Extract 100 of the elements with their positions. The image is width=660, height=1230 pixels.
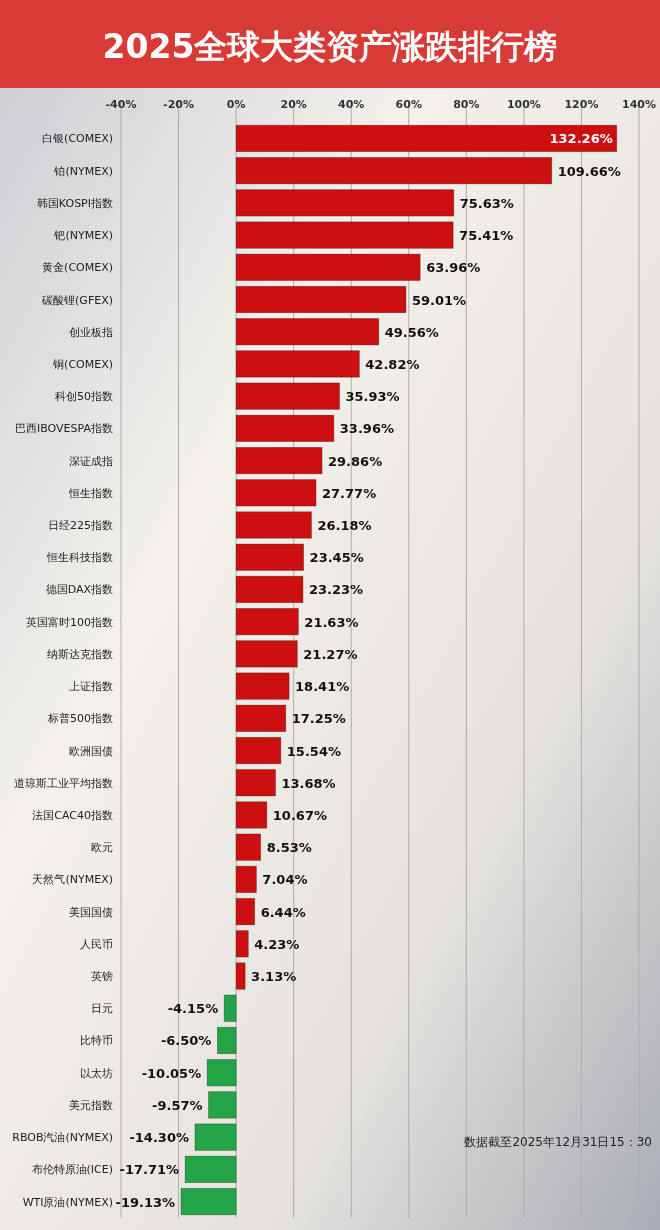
x-tick-label: 80%: [453, 98, 480, 111]
data-label: 21.63%: [304, 614, 359, 630]
data-label: -6.50%: [160, 1033, 212, 1049]
x-tick-label: 60%: [395, 98, 422, 111]
annotation: 数据截至2025年12月31日15：30: [464, 1135, 652, 1149]
y-tick-label: 恒生指数: [68, 486, 113, 500]
bar: [235, 736, 282, 765]
data-label: 3.13%: [251, 969, 297, 985]
y-tick-label: 黄金(COMEX): [42, 261, 113, 275]
y-tick-label: 铜(COMEX): [52, 357, 113, 371]
bar: [235, 414, 335, 442]
y-tick-label: 恒生科技指数: [46, 551, 113, 565]
y-tick-label: 标普500指数: [47, 712, 113, 726]
data-label: 17.25%: [291, 711, 346, 727]
bar: [235, 833, 262, 861]
data-label: 15.54%: [286, 743, 341, 759]
y-tick-label: 日元: [91, 1002, 113, 1016]
data-label: 109.66%: [557, 163, 621, 179]
data-label: 26.18%: [317, 518, 372, 534]
data-label: 6.44%: [260, 904, 306, 920]
data-label: 35.93%: [345, 389, 400, 405]
bar: [194, 1123, 237, 1151]
data-label: -19.13%: [115, 1194, 176, 1210]
bar: [235, 285, 407, 314]
data-label: 7.04%: [262, 872, 308, 888]
bar: [235, 704, 287, 732]
y-tick-label: 巴西IBOVESPA指数: [15, 422, 113, 436]
y-tick-label: 铂(NYMEX): [53, 164, 113, 178]
y-tick-label: 布伦特原油(ICE): [31, 1163, 113, 1177]
bar: [235, 253, 421, 281]
data-label: 27.77%: [322, 485, 377, 501]
x-tick-label: 40%: [338, 98, 365, 111]
data-label: -17.71%: [119, 1162, 180, 1178]
data-label: 4.23%: [254, 936, 300, 952]
bar: [235, 608, 299, 636]
bar: [235, 575, 304, 604]
y-tick-label: 创业板指: [69, 325, 113, 339]
bar: [223, 994, 237, 1022]
y-tick-label: 白银(COMEX): [42, 132, 113, 146]
data-label: 10.67%: [272, 807, 327, 823]
bar: [184, 1155, 237, 1183]
data-label: 75.41%: [459, 228, 514, 244]
data-label: 132.26%: [549, 131, 613, 147]
y-tick-label: 欧元: [91, 841, 113, 855]
data-label: 75.63%: [459, 195, 514, 211]
data-label: 49.56%: [384, 324, 439, 340]
bar: [235, 318, 380, 346]
y-tick-label: 英国富时100指数: [26, 615, 113, 629]
y-tick-label: 人民币: [80, 937, 113, 951]
data-label: 33.96%: [339, 421, 394, 437]
bar: [180, 1187, 237, 1216]
x-tick-label: -20%: [163, 98, 195, 111]
y-tick-label: 以太坊: [80, 1066, 113, 1080]
y-tick-label: 科创50指数: [55, 390, 113, 404]
data-label: 23.45%: [309, 550, 364, 566]
bar: [235, 543, 304, 571]
x-tick-label: 120%: [564, 98, 599, 111]
data-label: 13.68%: [281, 775, 336, 791]
bar: [235, 446, 323, 475]
data-label: 21.27%: [303, 646, 358, 662]
bar: [206, 1059, 237, 1087]
y-tick-label: 英镑: [91, 970, 113, 984]
data-label: 29.86%: [328, 453, 383, 469]
y-tick-label: WTI原油(NYMEX): [22, 1195, 113, 1209]
bar: [217, 1026, 237, 1055]
bar: [235, 350, 360, 378]
data-label: 18.41%: [295, 679, 350, 695]
bar: [208, 1091, 237, 1119]
x-tick-label: -40%: [105, 98, 137, 111]
data-label: 59.01%: [411, 292, 467, 308]
y-tick-label: 深证成指: [69, 454, 113, 468]
y-tick-label: 纳斯达克指数: [47, 647, 113, 661]
x-tick-label: 20%: [280, 98, 307, 111]
y-tick-label: 欧洲国债: [69, 744, 113, 758]
data-label: -10.05%: [141, 1065, 202, 1081]
data-label: 42.82%: [365, 356, 420, 372]
y-tick-label: 美元指数: [69, 1098, 113, 1112]
x-tick-label: 140%: [622, 98, 656, 111]
bar: [235, 157, 553, 185]
bar: [235, 801, 268, 829]
data-label: -9.57%: [152, 1097, 203, 1113]
bar: [235, 640, 298, 668]
x-tick-label: 0%: [226, 98, 246, 111]
y-tick-label: 法国CAC40指数: [32, 808, 113, 822]
data-label: 23.23%: [308, 582, 364, 598]
bar: [235, 962, 246, 990]
y-tick-label: 天然气(NYMEX): [32, 873, 113, 887]
y-tick-label: 道琼斯工业平均指数: [14, 776, 113, 790]
bar: [235, 898, 256, 926]
bar: [235, 930, 249, 958]
chart-title: 2025全球大类资产涨跌排行榜: [102, 27, 558, 66]
bar: [235, 189, 455, 217]
y-tick-label: 美国国债: [69, 905, 113, 919]
bar: [235, 124, 618, 153]
y-tick-label: 德国DAX指数: [45, 583, 113, 597]
y-tick-label: RBOB汽油(NYMEX): [12, 1131, 113, 1145]
bar: [235, 382, 340, 410]
bar: [235, 221, 454, 249]
bar: [235, 865, 257, 894]
bar: [235, 479, 317, 507]
